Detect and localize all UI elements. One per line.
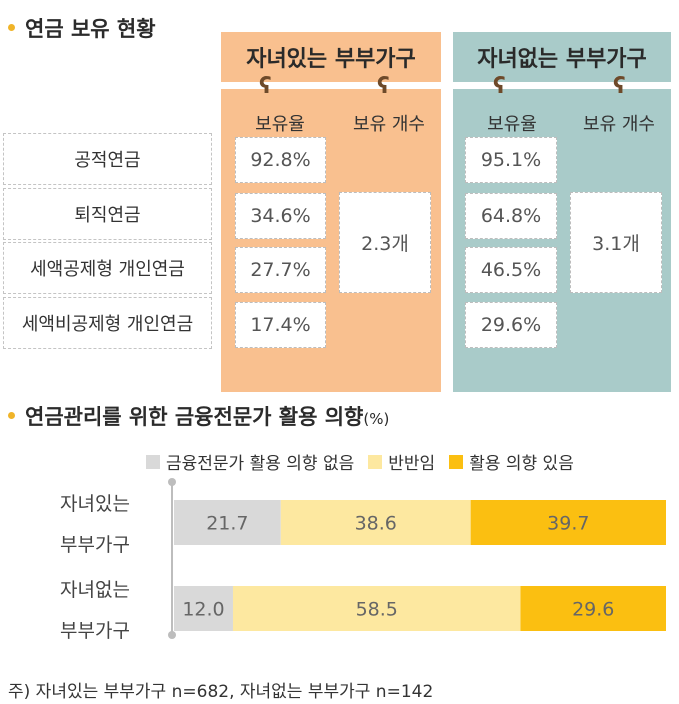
bar-segment	[232, 586, 521, 631]
axis-end-dot	[168, 631, 176, 639]
rate-column-label: 보유율	[255, 114, 305, 135]
bar-segment	[520, 586, 666, 631]
pension-type-deductible: 세액공제형 개인연금	[3, 242, 212, 294]
rate-column-label: 보유율	[487, 114, 537, 135]
hook-icon: ʕ	[259, 74, 272, 99]
data-label: 38.6	[355, 513, 397, 535]
section1-title: 연금 보유 현황	[8, 13, 156, 43]
legend-label: 반반임	[388, 454, 436, 474]
category-label: 부부가구	[60, 534, 130, 556]
rate-cell: 92.8%	[235, 137, 326, 183]
rate-cell: 27.7%	[235, 247, 326, 293]
hook-icon: ʕ	[377, 74, 390, 99]
count-column-label: 보유 개수	[583, 114, 655, 135]
section2-title: 연금관리를 위한 금융전문가 활용 의향(%)	[8, 401, 389, 431]
rate-cell: 29.6%	[465, 302, 557, 348]
legend-label: 활용 의향 있음	[469, 454, 574, 474]
footnote: 주) 자녀있는 부부가구 n=682, 자녀없는 부부가구 n=142	[8, 682, 434, 702]
legend-item-half: 반반임	[368, 449, 435, 474]
data-label: 29.6	[572, 599, 614, 621]
count-cell: 3.1개	[570, 192, 662, 293]
legend-swatch	[449, 454, 464, 469]
count-column-label: 보유 개수	[353, 114, 425, 135]
chart-legend: 금융전문가 활용 의향 없음 반반임 활용 의향 있음	[146, 449, 588, 474]
pension-type-nondeductible: 세액비공제형 개인연금	[3, 297, 212, 349]
panel-with-children-title: 자녀있는 부부가구	[221, 32, 441, 82]
data-label: 12.0	[182, 599, 224, 621]
legend-swatch	[368, 454, 383, 469]
data-label: 21.7	[206, 513, 248, 535]
section2-title-text: 연금관리를 위한 금융전문가 활용 의향	[25, 405, 364, 429]
legend-item-yes: 활용 의향 있음	[449, 449, 574, 474]
rate-cell: 95.1%	[465, 137, 557, 183]
data-label: 39.7	[547, 513, 589, 535]
category-label: 부부가구	[60, 620, 130, 642]
pension-type-public: 공적연금	[3, 133, 212, 185]
legend-swatch	[146, 454, 160, 469]
rate-cell: 34.6%	[235, 193, 326, 239]
panel-without-children-title: 자녀없는 부부가구	[453, 32, 671, 82]
hook-icon: ʕ	[493, 74, 506, 99]
rate-cell: 46.5%	[465, 247, 557, 293]
data-label: 58.5	[356, 599, 398, 621]
hook-icon: ʕ	[613, 74, 626, 99]
bar-segment	[280, 500, 471, 545]
legend-item-no: 금융전문가 활용 의향 없음	[146, 449, 354, 474]
category-label: 자녀없는	[60, 579, 130, 601]
section2-unit: (%)	[363, 410, 390, 428]
category-label: 자녀있는	[60, 493, 130, 515]
bullet-dot-icon	[8, 23, 15, 31]
bar-segment	[174, 500, 281, 545]
axis-end-dot	[168, 478, 176, 486]
rate-cell: 64.8%	[465, 193, 557, 239]
legend-label: 금융전문가 활용 의향 없음	[166, 454, 355, 474]
bullet-dot-icon	[8, 411, 15, 419]
count-cell: 2.3개	[339, 192, 431, 293]
rate-cell: 17.4%	[235, 302, 326, 348]
bar-segment	[470, 500, 666, 545]
pension-type-retirement: 퇴직연금	[3, 188, 212, 240]
bar-segment	[174, 586, 233, 631]
section1-title-text: 연금 보유 현황	[25, 17, 156, 41]
